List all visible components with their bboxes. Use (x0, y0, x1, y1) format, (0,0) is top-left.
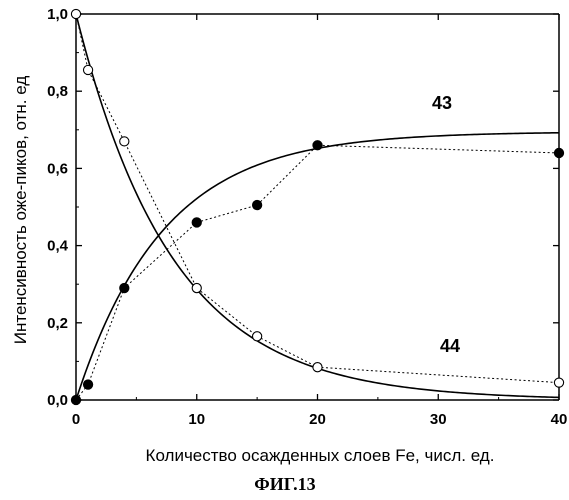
data-point-44 (70, 8, 82, 20)
x-tick-label: 0 (72, 411, 80, 428)
data-point-44 (312, 362, 323, 373)
y-tick-label: 0,4 (47, 238, 69, 255)
fit-curves (75, 13, 560, 401)
plot-frame (75, 13, 560, 401)
data-point-44 (119, 136, 130, 147)
figure-caption: ФИГ.13 (254, 474, 315, 494)
y-tick-label: 0,0 (47, 392, 68, 409)
data-point-43 (553, 147, 565, 159)
x-axis-label: Количество осажденных слоев Fe, числ. ед… (146, 446, 495, 465)
data-point-44 (191, 282, 202, 294)
series-label-44: 44 (440, 336, 460, 356)
data-point-44 (251, 331, 263, 342)
connector-43 (75, 144, 560, 401)
y-tick-label: 0,6 (47, 160, 68, 177)
series-label-43: 43 (432, 93, 452, 113)
data-point-43 (251, 199, 263, 211)
x-tick-label: 30 (430, 411, 447, 428)
x-tick-label: 40 (551, 411, 568, 428)
axis-ticks (75, 13, 560, 401)
data-point-43 (70, 394, 82, 406)
y-axis-label: Интенсивность оже-пиков, отн. ед (11, 76, 30, 345)
data-markers (70, 8, 565, 406)
x-tick-label: 10 (188, 411, 205, 428)
data-point-43 (191, 217, 202, 228)
data-point-44 (82, 64, 94, 76)
fit-curve-44 (75, 13, 560, 399)
y-tick-label: 0,2 (47, 315, 68, 332)
data-point-44 (553, 377, 565, 388)
connector-44 (75, 13, 560, 384)
point-connectors (75, 13, 560, 401)
data-point-43 (82, 379, 94, 390)
y-tick-label: 1,0 (47, 6, 68, 23)
data-point-43 (312, 140, 323, 151)
tick-labels: 0 10 20 30 40 0,0 0,2 0,4 0,6 0,8 1,0 (47, 6, 567, 428)
data-point-43 (119, 282, 130, 294)
fit-curve-43 (75, 131, 560, 401)
y-tick-label: 0,8 (47, 83, 68, 100)
x-tick-label: 20 (309, 411, 326, 428)
